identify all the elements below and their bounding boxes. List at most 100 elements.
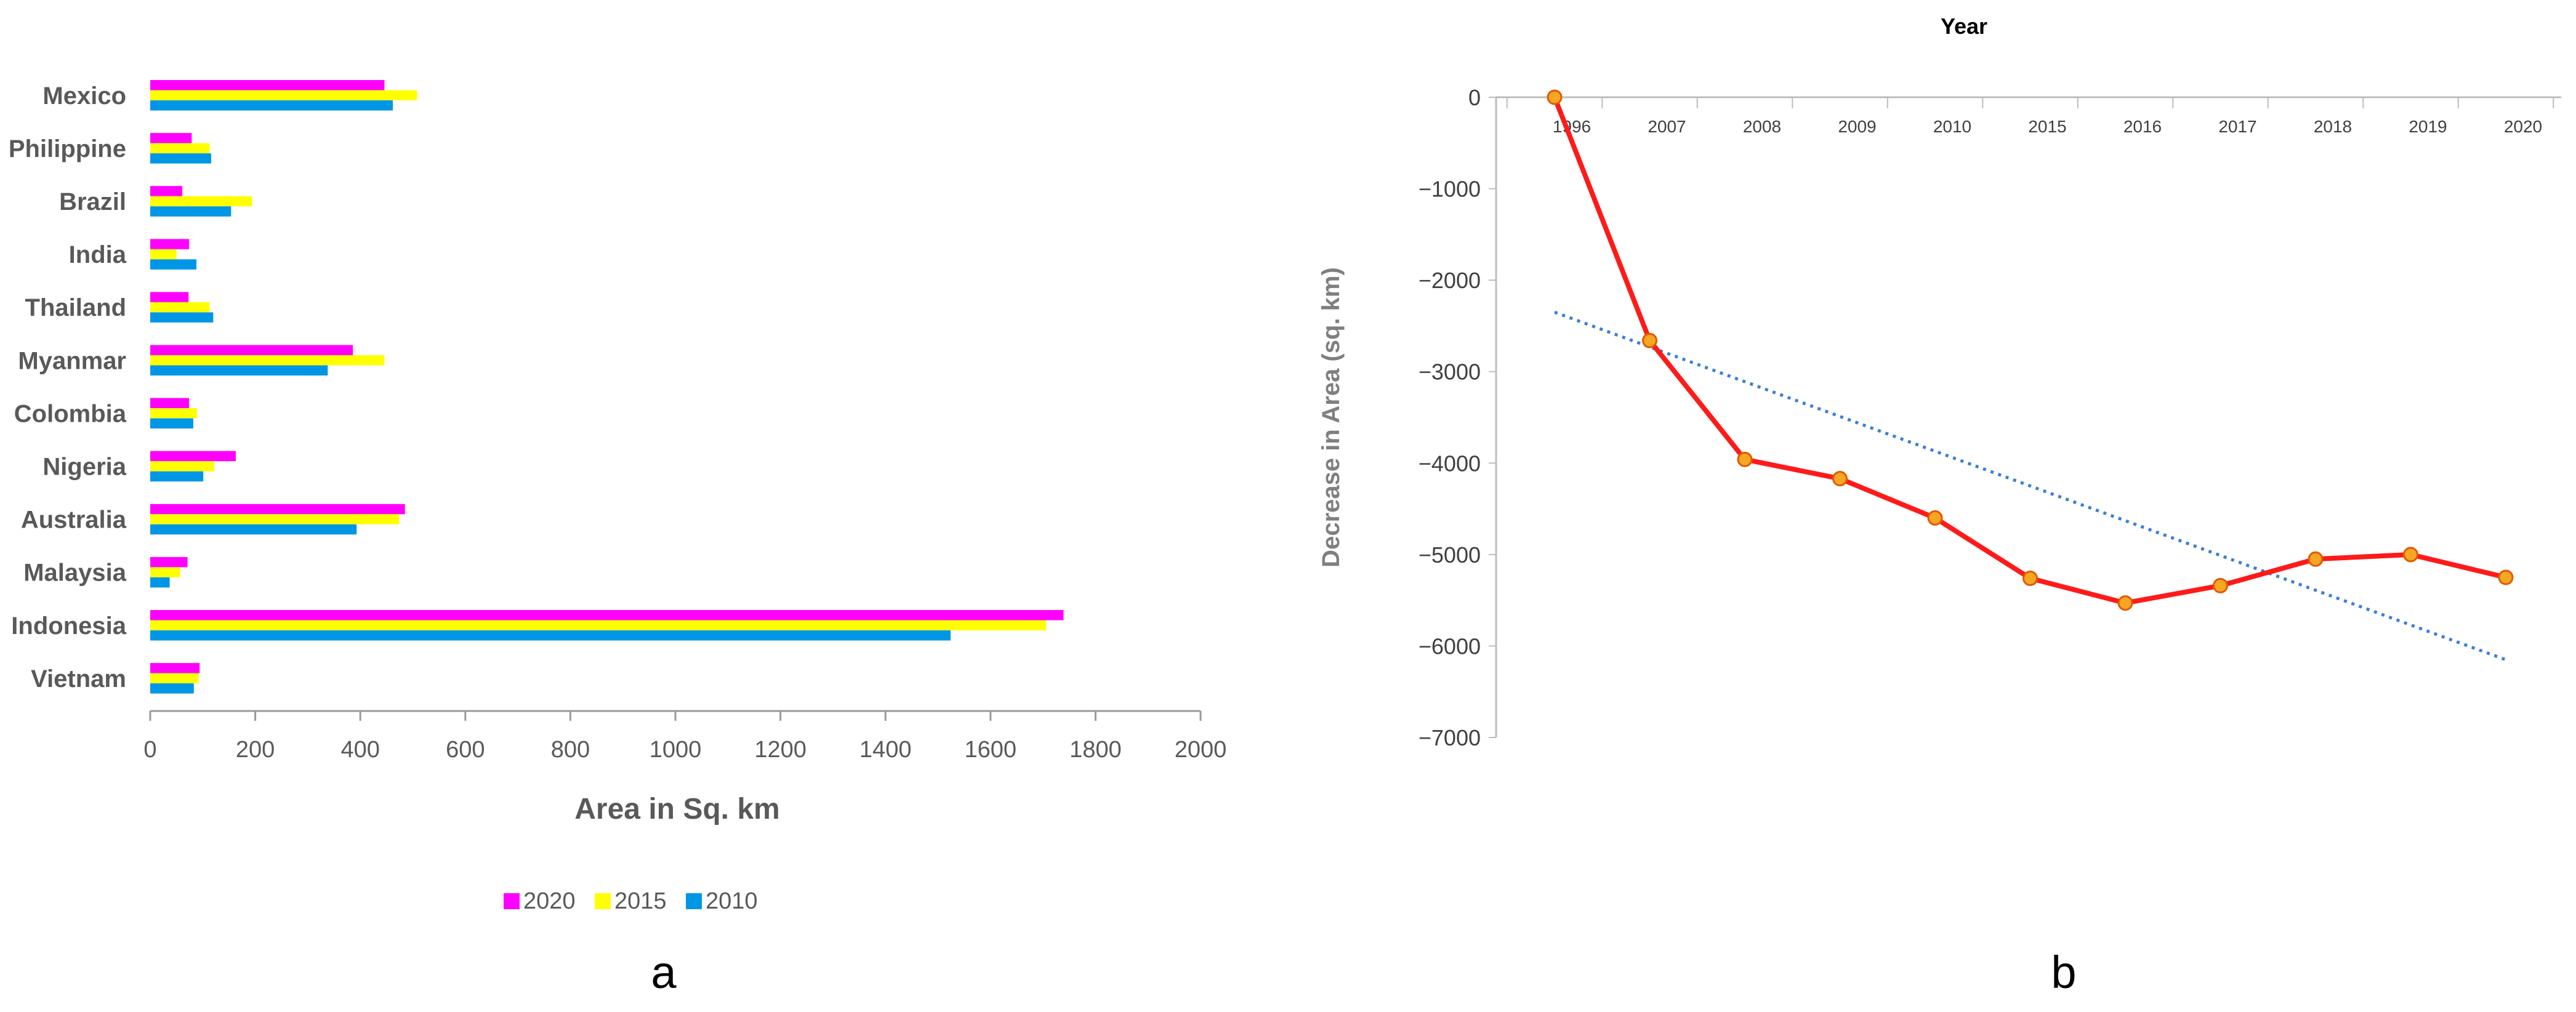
data-point	[2117, 595, 2133, 611]
bar-2015	[150, 514, 400, 524]
x-tick-label: 2020	[2504, 117, 2542, 136]
y-tick-label: −4000	[1419, 451, 1481, 476]
bar-2020	[150, 663, 200, 673]
bar-2020	[150, 345, 353, 355]
data-point	[2403, 547, 2418, 563]
category-label: Indonesia	[11, 612, 126, 640]
bar-2015	[150, 673, 199, 684]
y-tick-label: −2000	[1419, 268, 1481, 293]
x-tick-label: 200	[236, 737, 275, 763]
trendline	[1554, 310, 2506, 662]
legend-label: 2020	[523, 888, 576, 914]
bar-2015	[150, 90, 417, 100]
category-label: Thailand	[25, 294, 126, 321]
legend-label: 2010	[706, 888, 758, 914]
bar-2020	[150, 186, 183, 196]
x-tick-label: 800	[551, 737, 590, 763]
x-tick-label: 2007	[1648, 117, 1686, 136]
x-tick-label: 2018	[2314, 117, 2352, 136]
bar-2020	[150, 556, 188, 568]
x-tick-label: 2015	[2028, 117, 2066, 136]
bar-2015	[150, 461, 215, 472]
y-tick-label: −7000	[1419, 725, 1481, 750]
data-point	[2213, 577, 2228, 593]
x-tick-label: 400	[340, 737, 379, 763]
x-tick-label: 600	[446, 737, 485, 763]
category-label: Brazil	[59, 188, 126, 215]
bar-2010	[150, 365, 328, 375]
bar-2015	[150, 355, 385, 366]
bar-2020	[150, 292, 189, 302]
category-label: Malaysia	[23, 560, 127, 587]
bar-2020	[150, 451, 236, 462]
b-chart-title: Year	[1941, 14, 1987, 39]
category-label: Nigeria	[42, 453, 126, 480]
a-x-ticks: 0 200 400 600 800 1000 1200 1400 1600 1800 2000	[143, 711, 1226, 763]
b-y-axis-title: Decrease in Area (sq. km)	[1318, 267, 1345, 568]
bar-2015	[150, 143, 210, 154]
bar-2015	[150, 408, 197, 419]
bar-2015	[150, 249, 177, 260]
data-point	[2498, 569, 2514, 585]
data-point	[2308, 551, 2324, 567]
x-tick-label: 2017	[2218, 117, 2256, 136]
y-tick-label: −1000	[1419, 177, 1481, 202]
bar-2010	[150, 471, 204, 482]
panel-label-a: a	[651, 947, 677, 998]
bar-2015	[150, 567, 180, 577]
x-tick-label: 2009	[1838, 117, 1876, 136]
bar-2015	[150, 196, 252, 207]
legend-swatch-2010	[686, 893, 702, 909]
legend-swatch-2015	[595, 893, 611, 909]
data-point	[2023, 570, 2038, 586]
b-x-ticks: 1996 2007 2008 2009 2010 2015 2016 2017 2018 2019…	[1506, 97, 2554, 136]
category-label: Australia	[21, 507, 127, 534]
category-label: Mexico	[42, 82, 126, 110]
bar-2020	[150, 239, 190, 249]
bar-2010	[150, 153, 211, 164]
bar-2020	[150, 133, 192, 143]
x-tick-label: 1800	[1069, 737, 1122, 763]
x-tick-label: 2000	[1175, 737, 1227, 763]
x-tick-label: 1200	[754, 737, 807, 763]
bar-2015	[150, 620, 1047, 630]
bar-2010	[150, 206, 231, 217]
bar-2015	[150, 302, 210, 313]
bar-2010	[150, 524, 357, 535]
x-tick-label: 2016	[2123, 117, 2162, 136]
bar-2010	[150, 683, 194, 694]
x-tick-label: 1400	[859, 737, 912, 763]
x-tick-label: 1600	[965, 737, 1017, 763]
x-tick-label: 1996	[1553, 117, 1591, 136]
bar-2010	[150, 259, 197, 270]
bar-2020	[150, 504, 405, 515]
data-point	[1547, 89, 1563, 105]
x-tick-label: 2019	[2409, 117, 2447, 136]
x-tick-label: 2010	[1933, 117, 1971, 136]
a-x-axis-title: Area in Sq. km	[574, 793, 779, 825]
bar-2020	[150, 398, 190, 409]
x-tick-label: 0	[143, 737, 156, 763]
category-label: Colombia	[14, 400, 127, 427]
data-point	[1737, 451, 1753, 467]
bar-2010	[150, 630, 951, 641]
b-y-ticks: 0 −1000 −2000 −3000 −4000 −5000 −6000 −7000	[1419, 85, 1496, 750]
y-tick-label: 0	[1468, 85, 1481, 110]
panel-label-b: b	[2051, 947, 2076, 998]
y-tick-label: −3000	[1419, 359, 1481, 385]
category-label: Philippine	[9, 135, 126, 163]
bar-2010	[150, 577, 170, 588]
data-point	[1927, 510, 1943, 526]
x-tick-label: 1000	[650, 737, 702, 763]
legend-label: 2015	[614, 888, 667, 914]
x-tick-label: 2008	[1743, 117, 1781, 136]
bar-2010	[150, 312, 214, 323]
bar-2020	[150, 80, 385, 90]
category-label: Myanmar	[18, 347, 126, 374]
a-legend: 2020 2015 2010	[504, 888, 758, 914]
bar-2010	[150, 100, 393, 111]
line-chart-panel-b: Year 0 −1000 −2000 −3000 −4000 −5000 −6000 −700…	[1318, 14, 2561, 998]
bar-2020	[150, 610, 1064, 620]
y-tick-label: −5000	[1419, 542, 1481, 568]
